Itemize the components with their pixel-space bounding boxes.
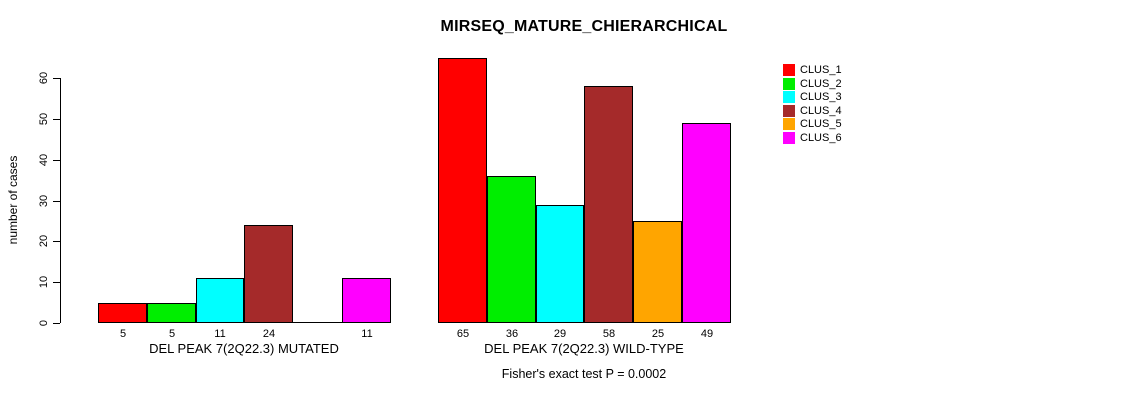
bar-value-label: 58 (602, 328, 616, 340)
y-axis-line (60, 78, 61, 323)
bar-value-label: 49 (700, 328, 714, 340)
y-tick-label: 0 (38, 319, 50, 327)
legend-label: CLUS_4 (800, 105, 842, 117)
y-tick (53, 241, 60, 242)
bar-value-label: 24 (262, 328, 276, 340)
y-tick-label: 20 (38, 234, 50, 248)
bar-clus_2 (147, 303, 196, 323)
bar-clus_3 (536, 205, 584, 323)
y-tick (53, 78, 60, 79)
y-tick-label: 10 (38, 275, 50, 289)
bar-value-label: 36 (505, 328, 519, 340)
y-tick (53, 323, 60, 324)
x-axis-group-label: DEL PEAK 7(2Q22.3) MUTATED (149, 341, 339, 356)
bar-value-label: 29 (553, 328, 567, 340)
y-tick-label: 60 (38, 71, 50, 85)
legend-swatch-clus_1 (783, 64, 795, 76)
legend-label: CLUS_3 (800, 91, 842, 103)
bar-clus_3 (196, 278, 244, 323)
bar-clus_1 (438, 58, 487, 323)
bar-value-label: 5 (168, 328, 176, 340)
bar-value-label: 11 (214, 328, 226, 340)
legend-item-clus_1: CLUS_1 (783, 64, 842, 76)
legend-swatch-clus_2 (783, 78, 795, 90)
bar-clus_1 (98, 303, 147, 323)
y-tick-label: 50 (38, 112, 50, 126)
legend-item-clus_2: CLUS_2 (783, 78, 842, 90)
legend-swatch-clus_3 (783, 91, 795, 103)
legend-label: CLUS_6 (800, 132, 842, 144)
y-tick-label: 40 (38, 153, 50, 167)
fisher-test-annotation: Fisher's exact test P = 0.0002 (501, 367, 667, 381)
bar-clus_5 (633, 221, 682, 323)
chart-title: MIRSEQ_MATURE_CHIERARCHICAL (440, 18, 728, 35)
legend-swatch-clus_6 (783, 132, 795, 144)
y-axis-label: number of cases (6, 155, 20, 245)
legend-item-clus_4: CLUS_4 (783, 105, 842, 117)
legend-swatch-clus_4 (783, 105, 795, 117)
y-tick (53, 282, 60, 283)
bar-value-label: 11 (361, 328, 373, 340)
y-tick (53, 201, 60, 202)
y-tick-label: 30 (38, 194, 50, 208)
bar-clus_4 (244, 225, 293, 323)
x-axis-group-label: DEL PEAK 7(2Q22.3) WILD-TYPE (484, 341, 684, 356)
bar-clus_4 (584, 86, 633, 323)
bar-clus_5-zero (293, 322, 342, 323)
legend-swatch-clus_5 (783, 118, 795, 130)
legend-label: CLUS_5 (800, 118, 842, 130)
legend-item-clus_6: CLUS_6 (783, 132, 842, 144)
bar-clus_6 (342, 278, 391, 323)
bar-value-label: 65 (456, 328, 470, 340)
y-tick (53, 119, 60, 120)
bar-value-label: 5 (119, 328, 127, 340)
legend-item-clus_5: CLUS_5 (783, 118, 842, 130)
legend-item-clus_3: CLUS_3 (783, 91, 842, 103)
legend-label: CLUS_1 (800, 64, 842, 76)
bar-clus_6 (682, 123, 731, 323)
y-tick (53, 160, 60, 161)
legend-label: CLUS_2 (800, 78, 842, 90)
bar-value-label: 25 (651, 328, 665, 340)
bar-clus_2 (487, 176, 536, 323)
